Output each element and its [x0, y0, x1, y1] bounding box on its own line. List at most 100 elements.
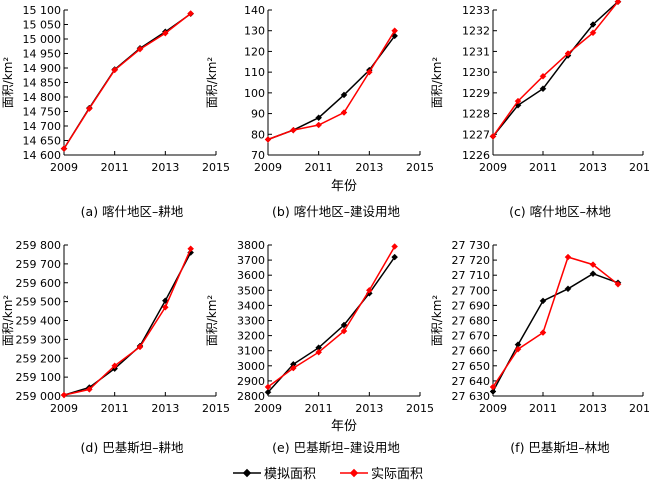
- series-1-point: [514, 345, 522, 353]
- y-tick-label: 14 650: [23, 135, 62, 148]
- chart-caption: (c) 喀什地区–林地: [509, 204, 611, 219]
- series-1-point: [60, 391, 68, 399]
- chart-caption: (e) 巴基斯坦–建设用地: [272, 440, 400, 455]
- y-tick-label: 3800: [237, 239, 265, 252]
- series-line-1: [63, 248, 192, 396]
- y-axis-label: 面积/km²: [1, 295, 15, 347]
- series-0-point: [589, 21, 597, 28]
- y-tick-label: 1232: [462, 25, 490, 38]
- y-tick-label: 120: [244, 45, 265, 58]
- series-line-0: [63, 252, 192, 396]
- series-1-point: [614, 0, 622, 6]
- y-tick-label: 27 720: [452, 254, 491, 267]
- x-tick-label: 2011: [529, 161, 557, 174]
- y-tick-label: 3100: [237, 345, 265, 358]
- y-tick-label: 2800: [237, 390, 265, 403]
- y-tick-label: 27 670: [452, 330, 491, 343]
- x-tick-label: 2013: [579, 161, 607, 174]
- series-1-point: [564, 50, 572, 57]
- series-line-1: [63, 12, 192, 150]
- y-tick-label: 259 800: [16, 239, 62, 252]
- series-1-point: [289, 126, 297, 134]
- y-tick-label: 259 400: [16, 315, 62, 328]
- series-1-point: [340, 109, 348, 116]
- y-tick-label: 1228: [462, 108, 490, 121]
- y-tick-label: 15 100: [23, 4, 62, 17]
- series-1-point: [85, 386, 93, 393]
- series-0-point: [589, 270, 597, 278]
- chart-panel-1: 70 80 90 100 110 120 130 140 2009 2011 2013 2015 面积/…: [205, 4, 434, 219]
- legend-label-1: 实际面积: [371, 467, 423, 482]
- series-0-point: [489, 388, 497, 395]
- x-tick-label: 2015: [202, 402, 230, 415]
- series-1-point: [365, 68, 373, 76]
- x-tick-label: 2015: [202, 161, 230, 174]
- y-tick-label: 259 100: [16, 371, 62, 384]
- chart-caption: (a) 喀什地区–耕地: [81, 204, 184, 219]
- y-tick-label: 70: [251, 149, 265, 162]
- x-tick-label: 2015: [406, 161, 434, 174]
- x-tick-label: 2011: [305, 402, 333, 415]
- x-tick-label: 2015: [406, 402, 434, 415]
- x-tick-label: 2011: [101, 161, 129, 174]
- y-tick-label: 110: [244, 66, 265, 79]
- y-tick-label: 80: [251, 128, 265, 141]
- y-tick-label: 1227: [462, 128, 490, 141]
- series-1-point: [391, 243, 399, 250]
- series-0-point: [340, 91, 348, 99]
- x-tick-label: 2013: [151, 161, 179, 174]
- y-tick-label: 3600: [237, 269, 265, 282]
- series-1-point: [589, 29, 597, 37]
- y-tick-label: 27 650: [452, 360, 491, 373]
- x-tick-label: 2009: [254, 161, 282, 174]
- y-tick-label: 27 660: [452, 345, 491, 358]
- y-tick-label: 1231: [462, 45, 490, 58]
- y-tick-label: 14 750: [23, 106, 62, 119]
- y-axis-label: 面积/km²: [205, 57, 219, 109]
- series-1-point: [60, 145, 68, 152]
- x-tick-label: 2011: [305, 161, 333, 174]
- x-tick-label: 2013: [579, 402, 607, 415]
- y-tick-label: 15 000: [23, 33, 62, 46]
- y-tick-label: 3500: [237, 284, 265, 297]
- series-line-1: [492, 1, 619, 137]
- series-1-point: [264, 136, 272, 143]
- series-1-point: [539, 72, 547, 80]
- chart-panel-4: 2800 2900 3000 3100 3200 3300 3400 3500 3600 3700…: [205, 239, 434, 455]
- y-tick-label: 1226: [462, 149, 490, 162]
- series-1-point: [489, 133, 497, 140]
- y-tick-label: 14 850: [23, 77, 62, 90]
- y-axis-label: 面积/km²: [430, 57, 444, 109]
- series-1-point: [264, 383, 272, 391]
- series-1-point: [539, 329, 547, 336]
- y-tick-label: 14 800: [23, 91, 62, 104]
- x-tick-label: 2013: [355, 161, 383, 174]
- y-axis-label: 面积/km²: [205, 295, 219, 347]
- y-tick-label: 259 000: [16, 390, 62, 403]
- series-1-point: [365, 286, 373, 294]
- y-axis-label: 面积/km²: [1, 57, 15, 109]
- x-axis-label: 年份: [331, 419, 357, 434]
- y-tick-label: 90: [251, 108, 265, 121]
- series-1-point: [187, 10, 195, 17]
- series-0-point: [391, 253, 399, 261]
- series-1-point: [391, 27, 399, 35]
- chart-caption: (f) 巴基斯坦–林地: [510, 440, 610, 455]
- series-0-point: [264, 388, 272, 396]
- series-line-0: [267, 256, 396, 393]
- series-1-point: [614, 280, 622, 288]
- y-tick-label: 1230: [462, 66, 490, 79]
- y-tick-label: 259 500: [16, 296, 62, 309]
- series-line-1: [267, 246, 396, 388]
- x-tick-label: 2009: [254, 402, 282, 415]
- series-line-1: [492, 256, 619, 388]
- y-tick-label: 14 700: [23, 120, 62, 133]
- y-tick-label: 27 640: [452, 375, 491, 388]
- y-tick-label: 100: [244, 87, 265, 100]
- series-line-0: [267, 35, 396, 141]
- y-tick-label: 259 300: [16, 333, 62, 346]
- series-line-1: [267, 30, 396, 141]
- legend-marker-1: [349, 468, 359, 478]
